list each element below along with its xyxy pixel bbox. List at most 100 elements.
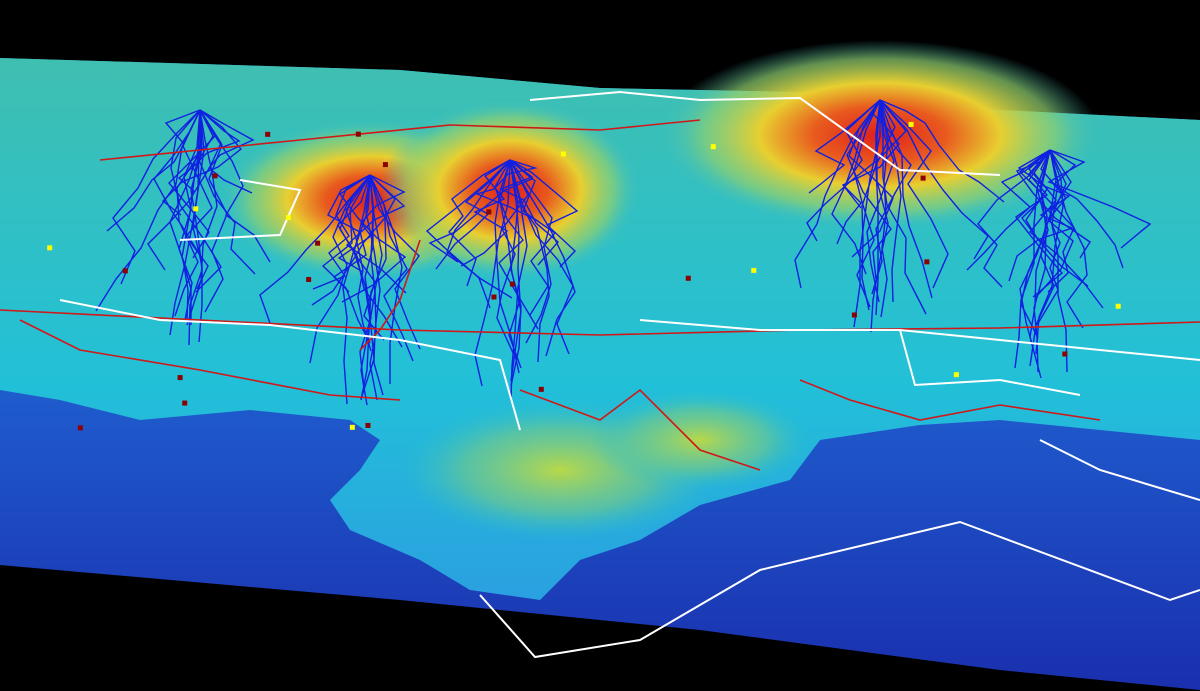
river	[509, 159, 522, 387]
river	[312, 174, 371, 290]
river	[199, 109, 271, 263]
river	[846, 99, 892, 280]
river	[188, 109, 203, 346]
road	[359, 239, 421, 351]
settlement-marker	[349, 424, 355, 430]
settlement-marker	[908, 121, 914, 127]
settlement-marker	[182, 400, 188, 406]
river	[369, 174, 383, 401]
settlement-marker	[212, 173, 218, 179]
boundary	[529, 90, 1001, 176]
volcano-central	[380, 100, 640, 280]
river	[1049, 149, 1124, 269]
settlement-marker	[953, 372, 959, 378]
river	[1049, 149, 1088, 329]
river	[106, 109, 201, 232]
river	[1029, 149, 1104, 309]
river	[448, 159, 511, 287]
river	[879, 99, 889, 318]
settlement-marker	[710, 144, 716, 150]
river	[474, 159, 539, 222]
river	[879, 99, 949, 289]
boundary	[899, 329, 1081, 396]
river	[353, 174, 375, 400]
river	[311, 174, 396, 306]
river	[496, 159, 529, 356]
river	[879, 99, 933, 299]
river	[259, 174, 371, 324]
river	[509, 159, 553, 344]
settlement-marker	[491, 294, 497, 300]
road	[99, 119, 701, 161]
river	[169, 109, 201, 320]
river	[848, 99, 894, 258]
river	[509, 159, 576, 357]
settlement-marker	[486, 209, 492, 215]
river	[1017, 149, 1074, 241]
river	[509, 159, 528, 401]
river	[879, 99, 1005, 203]
river	[494, 159, 520, 374]
settlement-marker	[193, 206, 199, 212]
river	[342, 174, 371, 405]
settlement-marker	[122, 268, 128, 274]
river	[875, 99, 881, 316]
river	[338, 174, 407, 303]
river	[861, 99, 896, 311]
river	[360, 174, 387, 401]
river	[198, 109, 256, 275]
settlement-marker	[382, 162, 388, 168]
river	[509, 159, 579, 268]
road	[19, 319, 401, 401]
river	[1019, 149, 1057, 349]
river	[499, 159, 559, 266]
roads-layer	[0, 119, 1200, 471]
settlement-marker	[355, 131, 361, 137]
river	[879, 99, 927, 315]
river	[177, 109, 241, 193]
river	[853, 100, 881, 328]
river	[339, 174, 403, 348]
settlement-marker	[265, 131, 271, 137]
settlement-marker	[177, 375, 183, 381]
river	[1008, 149, 1051, 282]
road	[519, 388, 761, 471]
river	[1018, 149, 1089, 287]
river	[977, 149, 1051, 288]
river	[1047, 149, 1152, 249]
settlement-marker	[851, 312, 857, 318]
settlement-marker	[285, 215, 291, 221]
settlement-marker	[365, 422, 371, 428]
river	[446, 159, 513, 299]
settlement-marker	[924, 259, 930, 265]
river	[1049, 149, 1068, 373]
settlement-marker	[77, 425, 83, 431]
settlement-marker	[538, 386, 544, 392]
coastal-hills	[590, 390, 810, 490]
river	[428, 159, 534, 263]
road	[0, 309, 1200, 336]
settlement-marker	[920, 175, 926, 181]
settlement-marker	[315, 240, 321, 246]
settlements-layer	[47, 121, 1121, 431]
rivers-layer	[95, 99, 1152, 406]
river	[1020, 149, 1072, 339]
boundary	[1039, 439, 1200, 501]
river	[1029, 149, 1055, 367]
settlement-marker	[306, 276, 312, 282]
river	[853, 99, 881, 308]
settlement-marker	[685, 275, 691, 281]
road	[799, 379, 1101, 421]
river	[321, 174, 371, 344]
settlement-marker	[1062, 351, 1068, 357]
river	[365, 174, 384, 396]
river	[460, 159, 511, 267]
river	[199, 109, 255, 194]
river	[1029, 149, 1051, 379]
river	[966, 149, 1051, 271]
river	[1014, 149, 1063, 298]
river	[879, 99, 902, 303]
river	[345, 174, 372, 352]
